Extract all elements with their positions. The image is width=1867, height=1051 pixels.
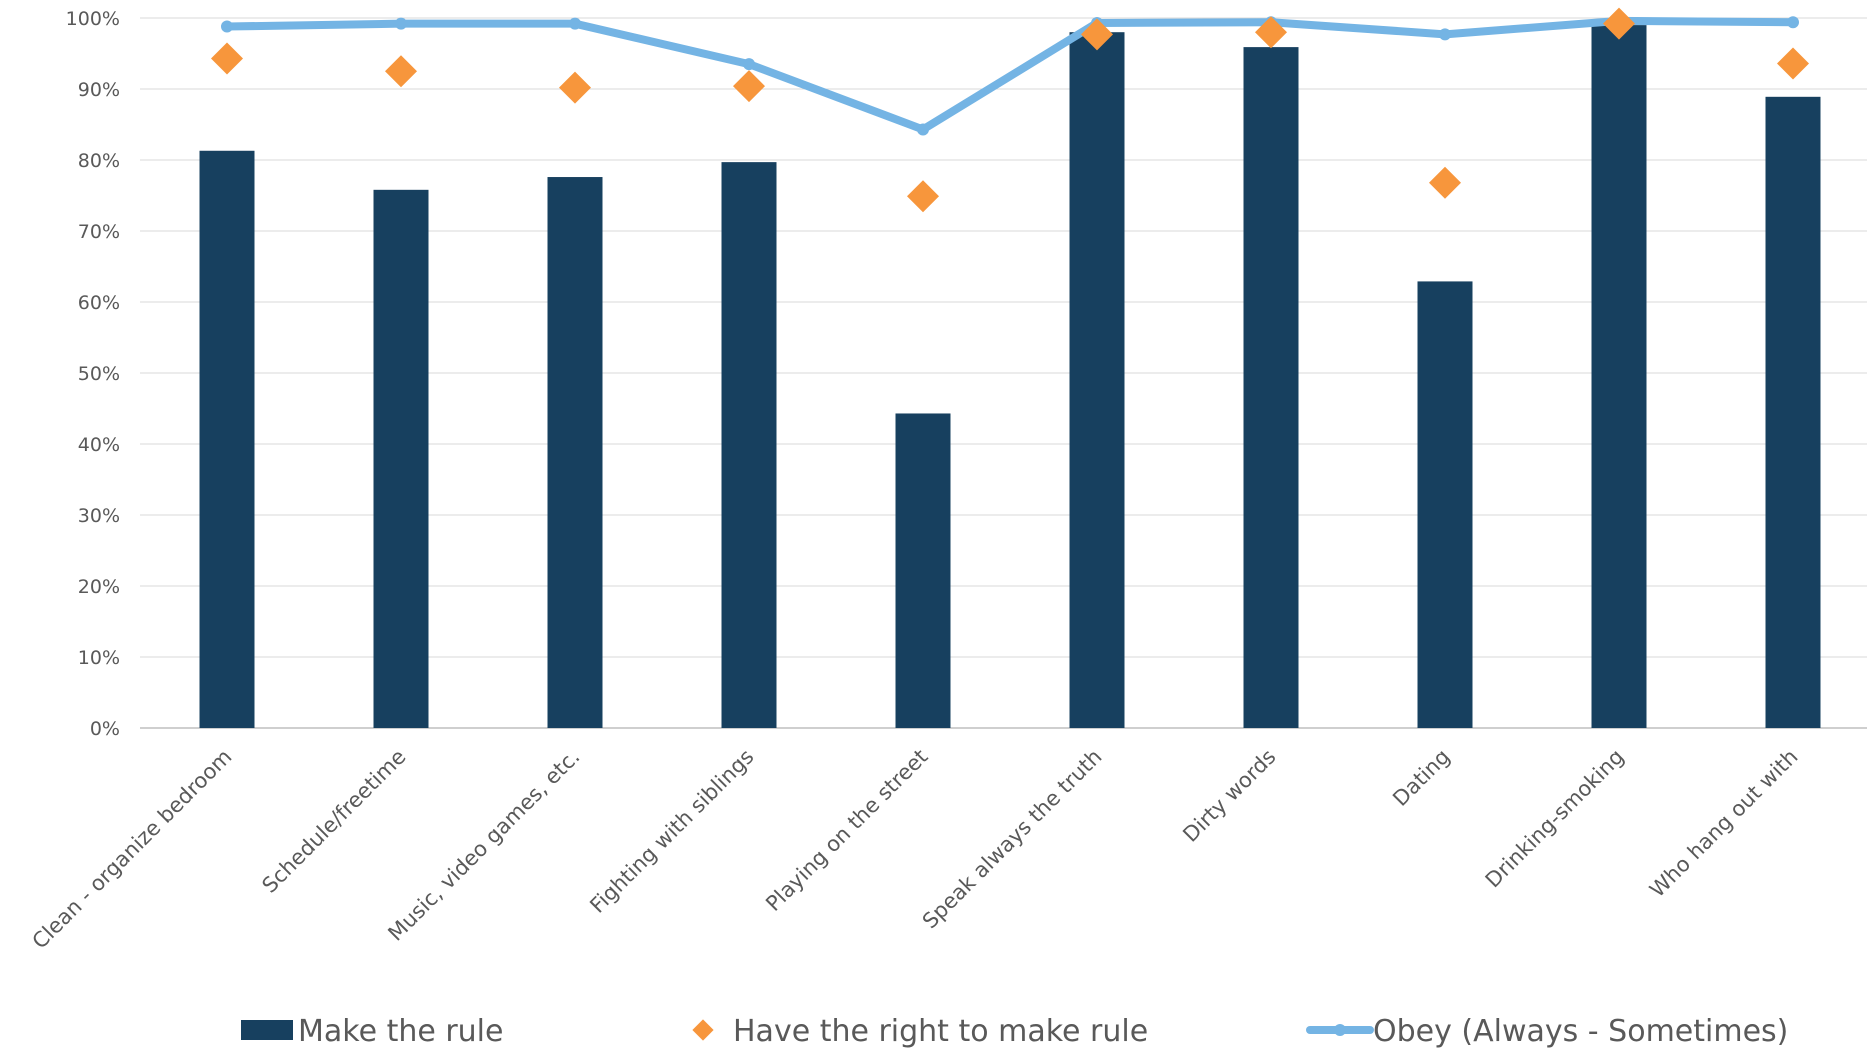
legend-label-have-the-right-to-make-rule: Have the right to make rule	[733, 1014, 1148, 1049]
make-the-rule-bars	[199, 25, 1821, 729]
legend-label-obey: Obey (Always - Sometimes)	[1373, 1014, 1788, 1049]
x-category-label-fighting-with-siblings: Fighting with siblings	[585, 745, 758, 918]
x-category-label-clean-organize-bedroom: Clean - organize bedroom	[28, 745, 237, 954]
point-obey-playing-on-the-street	[917, 123, 929, 136]
y-tick-label: 90%	[78, 79, 120, 101]
y-tick-label: 60%	[78, 292, 120, 314]
y-axis-tick-labels: 0% 10% 20% 30% 40% 50% 60% 70% 80% 90% 100%	[66, 8, 120, 740]
x-category-label-music-video-games-etc: Music, video games, etc.	[383, 745, 584, 946]
x-axis-category-labels: Clean - organize bedroom Schedule/freetim…	[28, 745, 1803, 954]
y-tick-label: 0%	[90, 718, 120, 740]
point-obey-dating	[1439, 28, 1451, 41]
bar-make-the-rule-music-video-games-etc	[547, 177, 603, 729]
line-obey	[223, 16, 1797, 134]
bar-make-the-rule-clean-organize-bedroom	[199, 150, 255, 728]
marker-right-to-make-rule-who-hang-out-with	[1777, 47, 1809, 80]
x-category-label-speak-always-the-truth: Speak always the truth	[918, 745, 1107, 934]
y-tick-label: 10%	[78, 647, 120, 669]
bar-make-the-rule-dating	[1417, 281, 1473, 728]
y-tick-label: 40%	[78, 434, 120, 456]
point-obey-fighting-with-siblings	[743, 58, 755, 71]
y-tick-label: 70%	[78, 221, 120, 243]
point-obey-clean-organize-bedroom	[221, 20, 233, 33]
x-category-label-who-hang-out-with: Who hang out with	[1645, 745, 1802, 902]
point-obey-schedule-freetime	[395, 17, 407, 30]
x-category-label-dirty-words: Dirty words	[1178, 745, 1280, 847]
legend-swatch-obey-marker	[1334, 1024, 1346, 1036]
bar-make-the-rule-speak-always-the-truth	[1069, 32, 1125, 728]
x-category-label-dating: Dating	[1388, 745, 1454, 811]
marker-right-to-make-rule-drinking-smoking	[1603, 7, 1635, 40]
marker-right-to-make-rule-music-video-games-etc	[559, 71, 591, 104]
obey-line-series	[221, 14, 1799, 136]
x-category-label-schedule-freetime: Schedule/freetime	[257, 745, 410, 898]
y-tick-label: 20%	[78, 576, 120, 598]
marker-right-to-make-rule-playing-on-the-street	[907, 180, 939, 213]
bar-make-the-rule-who-hang-out-with	[1765, 96, 1821, 728]
legend-swatch-make-the-rule	[241, 1020, 293, 1040]
y-tick-label: 100%	[66, 8, 120, 30]
right-to-make-rule-markers	[211, 7, 1809, 213]
x-category-label-playing-on-the-street: Playing on the street	[761, 745, 932, 916]
legend: Make the rule Have the right to make rul…	[241, 1014, 1788, 1049]
x-category-label-drinking-smoking: Drinking-smoking	[1481, 745, 1629, 893]
marker-right-to-make-rule-clean-organize-bedroom	[211, 42, 243, 75]
marker-right-to-make-rule-speak-always-the-truth	[1081, 18, 1113, 51]
legend-swatch-have-the-right-to-make-rule	[692, 1019, 714, 1041]
y-tick-label: 50%	[78, 363, 120, 385]
marker-right-to-make-rule-fighting-with-siblings	[733, 70, 765, 103]
y-tick-label: 30%	[78, 505, 120, 527]
marker-right-to-make-rule-dirty-words	[1255, 16, 1287, 49]
bar-make-the-rule-playing-on-the-street	[895, 413, 951, 728]
legend-label-make-the-rule: Make the rule	[298, 1014, 503, 1049]
marker-right-to-make-rule-dating	[1429, 166, 1461, 199]
marker-right-to-make-rule-schedule-freetime	[385, 55, 417, 88]
point-obey-who-hang-out-with	[1787, 16, 1799, 29]
point-obey-music-video-games-etc	[569, 17, 581, 30]
bar-make-the-rule-dirty-words	[1243, 47, 1299, 729]
bar-make-the-rule-drinking-smoking	[1591, 25, 1647, 729]
bar-make-the-rule-schedule-freetime	[373, 189, 429, 728]
y-tick-label: 80%	[78, 150, 120, 172]
bar-make-the-rule-fighting-with-siblings	[721, 162, 777, 728]
